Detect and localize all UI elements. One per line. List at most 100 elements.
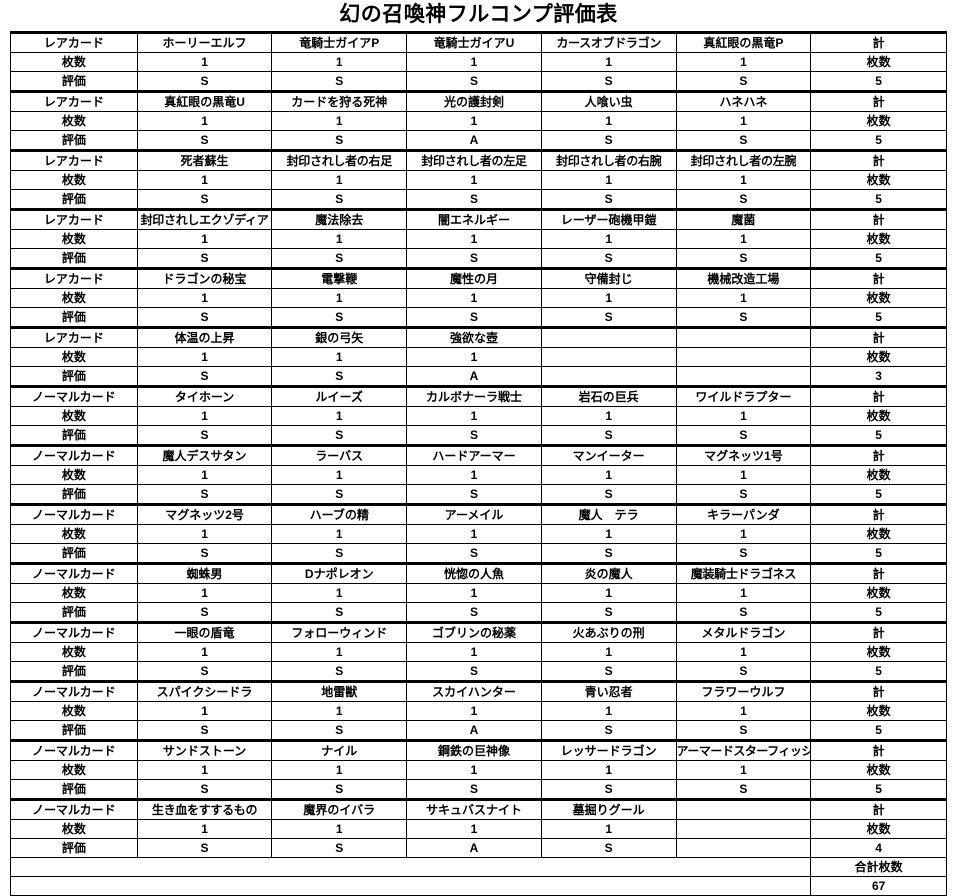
card-rating-cell[interactable]: S	[136, 130, 273, 151]
card-rating-cell[interactable]: S	[675, 779, 812, 800]
card-count-cell[interactable]: 1	[271, 170, 408, 190]
card-count-cell[interactable]: 1	[540, 288, 677, 308]
card-count-cell[interactable]: 1	[406, 701, 542, 721]
card-name-cell[interactable]	[675, 798, 812, 820]
card-rating-cell[interactable]: S	[271, 661, 408, 682]
card-name-cell[interactable]: 地雷獣	[271, 680, 408, 702]
card-name-cell[interactable]: ラーバス	[271, 444, 408, 466]
card-count-cell[interactable]: 1	[540, 111, 677, 131]
card-rating-cell[interactable]: S	[540, 602, 677, 623]
card-rating-cell[interactable]: S	[271, 425, 408, 446]
card-rating-cell[interactable]: S	[271, 720, 408, 741]
card-count-cell[interactable]: 1	[136, 465, 273, 485]
card-count-cell[interactable]: 1	[271, 583, 408, 603]
card-count-cell[interactable]: 1	[406, 229, 542, 249]
card-name-cell[interactable]: マグネッツ2号	[136, 503, 273, 525]
card-count-cell[interactable]: 1	[540, 760, 677, 780]
card-name-cell[interactable]: 光の護封剣	[406, 90, 542, 112]
card-name-cell[interactable]: ホーリーエルフ	[136, 31, 273, 53]
card-rating-cell[interactable]: S	[406, 248, 542, 269]
card-name-cell[interactable]: 体温の上昇	[136, 326, 273, 348]
card-rating-cell[interactable]: S	[406, 425, 542, 446]
card-count-cell[interactable]: 1	[136, 170, 273, 190]
card-rating-cell[interactable]: S	[540, 484, 677, 505]
card-name-cell[interactable]: アーマードスターフィッシュ	[675, 739, 812, 761]
card-rating-cell[interactable]: S	[406, 71, 542, 92]
card-rating-cell[interactable]: S	[136, 720, 273, 741]
card-count-cell[interactable]: 1	[540, 465, 677, 485]
card-rating-cell[interactable]: S	[675, 661, 812, 682]
card-count-cell[interactable]: 1	[675, 465, 812, 485]
card-count-cell[interactable]: 1	[271, 347, 408, 367]
card-rating-cell[interactable]	[675, 366, 812, 387]
card-rating-cell[interactable]: S	[271, 779, 408, 800]
card-rating-cell[interactable]: S	[136, 838, 273, 858]
card-count-cell[interactable]: 1	[675, 524, 812, 544]
card-rating-cell[interactable]: S	[136, 602, 273, 623]
card-count-cell[interactable]: 1	[675, 229, 812, 249]
card-name-cell[interactable]: 恍惚の人魚	[406, 562, 542, 584]
card-count-cell[interactable]: 1	[540, 701, 677, 721]
card-count-cell[interactable]: 1	[136, 288, 273, 308]
card-name-cell[interactable]: 竜騎士ガイアP	[271, 31, 408, 53]
card-name-cell[interactable]: フラワーウルフ	[675, 680, 812, 702]
card-rating-cell[interactable]: S	[540, 130, 677, 151]
card-count-cell[interactable]: 1	[675, 583, 812, 603]
card-count-cell[interactable]: 1	[675, 406, 812, 426]
card-count-cell[interactable]: 1	[675, 111, 812, 131]
card-count-cell[interactable]: 1	[675, 642, 812, 662]
card-rating-cell[interactable]: S	[675, 71, 812, 92]
card-name-cell[interactable]: 電撃鞭	[271, 267, 408, 289]
card-name-cell[interactable]: アーメイル	[406, 503, 542, 525]
card-rating-cell[interactable]: S	[136, 543, 273, 564]
card-count-cell[interactable]: 1	[406, 524, 542, 544]
card-rating-cell[interactable]: S	[540, 543, 677, 564]
card-name-cell[interactable]: 岩石の巨兵	[540, 385, 677, 407]
card-name-cell[interactable]: 封印されしエクゾディア	[136, 208, 273, 230]
card-name-cell[interactable]: 火あぶりの刑	[540, 621, 677, 643]
card-count-cell[interactable]: 1	[406, 111, 542, 131]
card-name-cell[interactable]: 魔人 テラ	[540, 503, 677, 525]
card-rating-cell[interactable]: A	[406, 130, 542, 151]
card-name-cell[interactable]: カルボナーラ戦士	[406, 385, 542, 407]
card-count-cell[interactable]: 1	[271, 288, 408, 308]
card-rating-cell[interactable]: S	[271, 248, 408, 269]
card-rating-cell[interactable]: S	[675, 307, 812, 328]
card-count-cell[interactable]: 1	[136, 583, 273, 603]
card-rating-cell[interactable]: S	[675, 189, 812, 210]
card-rating-cell[interactable]: S	[540, 720, 677, 741]
card-count-cell[interactable]: 1	[136, 52, 273, 72]
card-count-cell[interactable]: 1	[271, 406, 408, 426]
card-rating-cell[interactable]: S	[271, 484, 408, 505]
card-rating-cell[interactable]: S	[675, 484, 812, 505]
card-rating-cell[interactable]: S	[675, 130, 812, 151]
card-count-cell[interactable]: 1	[540, 52, 677, 72]
card-rating-cell[interactable]: S	[540, 425, 677, 446]
card-rating-cell[interactable]: S	[406, 189, 542, 210]
card-count-cell[interactable]	[675, 819, 812, 839]
card-count-cell[interactable]: 1	[540, 170, 677, 190]
card-name-cell[interactable]: レッサードラゴン	[540, 739, 677, 761]
card-name-cell[interactable]	[540, 326, 677, 348]
card-rating-cell[interactable]: S	[136, 779, 273, 800]
card-rating-cell[interactable]: S	[406, 661, 542, 682]
card-name-cell[interactable]: 死者蘇生	[136, 149, 273, 171]
card-rating-cell[interactable]: S	[540, 779, 677, 800]
card-count-cell[interactable]: 1	[136, 760, 273, 780]
card-rating-cell[interactable]: A	[406, 720, 542, 741]
card-name-cell[interactable]: ハーブの精	[271, 503, 408, 525]
card-name-cell[interactable]: マグネッツ1号	[675, 444, 812, 466]
card-count-cell[interactable]: 1	[271, 52, 408, 72]
card-count-cell[interactable]: 1	[540, 229, 677, 249]
card-name-cell[interactable]: スパイクシードラ	[136, 680, 273, 702]
card-count-cell[interactable]: 1	[406, 347, 542, 367]
card-name-cell[interactable]: 強欲な壺	[406, 326, 542, 348]
card-name-cell[interactable]	[675, 326, 812, 348]
card-name-cell[interactable]: タイホーン	[136, 385, 273, 407]
card-count-cell[interactable]: 1	[540, 642, 677, 662]
card-rating-cell[interactable]: S	[271, 307, 408, 328]
card-name-cell[interactable]: ルイーズ	[271, 385, 408, 407]
card-name-cell[interactable]: 魔人デスサタン	[136, 444, 273, 466]
card-count-cell[interactable]: 1	[136, 111, 273, 131]
card-name-cell[interactable]: 機械改造工場	[675, 267, 812, 289]
